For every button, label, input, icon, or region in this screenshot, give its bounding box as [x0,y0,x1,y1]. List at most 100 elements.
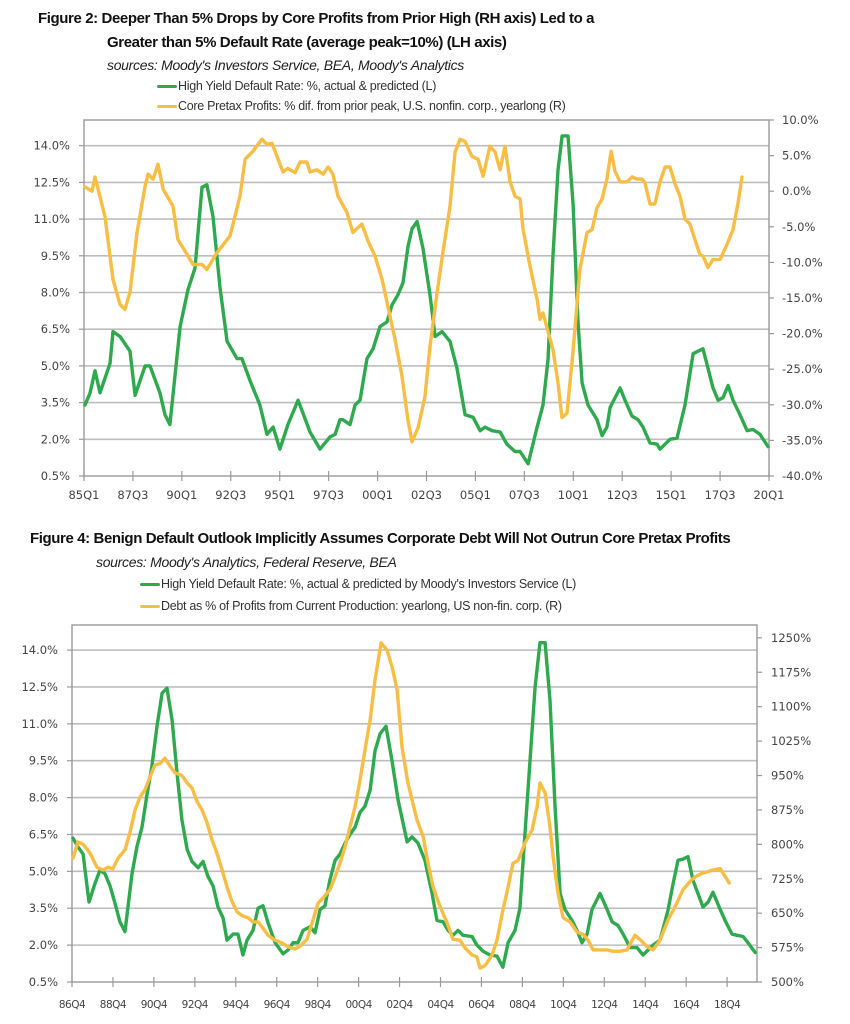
x-tick-label: 96Q4 [264,999,291,1011]
x-tick-label: 87Q3 [117,488,148,502]
x-tick-label: 15Q1 [656,488,687,502]
y-left-tick-label: 14.0% [21,643,58,657]
y-right-tick-label: -30.0% [782,398,823,412]
figure2-sources: sources: Moody's Investors Service, BEA,… [107,57,465,73]
y-right-tick-label: 950% [771,769,804,783]
y-right-tick-label: 1175% [771,665,811,679]
plot-frame [71,624,758,983]
x-tick-label: 92Q4 [182,999,209,1011]
x-tick-label: 18Q4 [714,999,741,1011]
y-left-tick-label: 6.5% [41,322,70,336]
y-left-tick-label: 8.0% [41,285,70,299]
figure2-chart: 0.5% 2.0% 3.5% 5.0% 6.5% 8.0% 9.5% 11.0% 12.5% 14… [33,113,823,502]
legend-label: Debt as % of Profits from Current Produc… [161,599,562,613]
legend-label: High Yield Default Rate: %, actual & pre… [161,577,577,591]
series-line-default-rate [71,641,757,969]
y-left-tick-label: 11.0% [33,212,70,226]
legend-swatch-orange [140,604,160,608]
y-left-tick-label: 3.5% [41,396,70,410]
series-line-debt-to-profits [71,641,731,970]
x-tick-label: 98Q4 [305,999,332,1011]
x-tick-label: 05Q1 [460,488,491,502]
figure2-title-label: Figure 2: [38,10,98,27]
x-tick-label: 17Q3 [705,488,736,502]
y-left-tick-label: 5.0% [41,359,70,373]
y-right-tick-label: 875% [771,803,804,817]
y-right-tick-label: 650% [771,906,804,920]
y-right-tick-label: 5.0% [782,149,811,163]
figure4-title-label: Figure 4: [30,530,90,547]
x-tick-label: 04Q4 [427,999,454,1011]
y-right-tick-label: -40.0% [782,469,823,483]
figure2-title-line1: Deeper Than 5% Drops by Core Profits fro… [101,10,595,27]
x-tick-label: 97Q3 [313,488,344,502]
legend-swatch-orange [157,104,177,108]
y-left-tick-label: 6.5% [29,827,58,841]
series-line-default-rate [83,134,770,466]
x-tick-label: 12Q4 [591,999,618,1011]
x-tick-label: 02Q4 [386,999,413,1011]
y-right-tick-label: -5.0% [782,220,815,234]
y-left-tick-label: 2.0% [41,432,70,446]
figure4-legend-debt-profits: Debt as % of Profits from Current Produc… [140,599,562,613]
y-left-tick-label: 12.5% [33,175,70,189]
figure2-legend-core-profits: Core Pretax Profits: % dif. from prior p… [157,99,566,113]
y-left-tick-label: 2.0% [29,938,58,952]
x-tick-label: 90Q4 [141,999,168,1011]
figure4-legend-default-rate: High Yield Default Rate: %, actual & pre… [140,577,576,591]
y-right-tick-label: 0.0% [782,184,811,198]
y-left-tick-label: 0.5% [41,469,70,483]
y-right-tick-label: -20.0% [782,327,823,341]
x-tick-label: 10Q4 [550,999,577,1011]
figure4-title: Figure 4: Benign Default Outlook Implici… [30,530,731,547]
y-right-tick-label: 800% [771,837,804,851]
figure4-title-line1: Benign Default Outlook Implicitly Assume… [93,530,731,547]
figure2-legend-default-rate: High Yield Default Rate: %, actual & pre… [157,79,436,93]
y-right-tick-label: -35.0% [782,433,823,447]
y-left-tick-label: 12.5% [21,680,58,694]
x-tick-label: 06Q4 [468,999,495,1011]
y-right-tick-label: 1025% [771,734,811,748]
y-right-tick-label: -10.0% [782,255,823,269]
series-line-core-profits [83,137,744,444]
y-left-tick-label: 14.0% [33,139,70,153]
x-tick-label: 14Q4 [632,999,659,1011]
y-left-tick-label: 0.5% [29,975,58,989]
legend-label: High Yield Default Rate: %, actual & pre… [178,79,437,93]
y-right-tick-label: 575% [771,941,804,955]
x-tick-label: 20Q1 [753,488,784,502]
y-right-tick-label: 500% [771,975,804,989]
x-tick-label: 88Q4 [100,999,127,1011]
x-tick-label: 90Q1 [166,488,197,502]
x-tick-label: 07Q3 [509,488,540,502]
y-right-tick-label: 10.0% [782,113,819,127]
x-tick-label: 08Q4 [509,999,536,1011]
y-right-tick-label: 725% [771,872,804,886]
x-tick-label: 94Q4 [223,999,250,1011]
x-tick-label: 10Q1 [558,488,589,502]
y-left-tick-label: 8.0% [29,791,58,805]
x-tick-label: 00Q1 [362,488,393,502]
x-tick-label: 95Q1 [264,488,295,502]
y-left-tick-label: 9.5% [29,754,58,768]
y-left-tick-label: 3.5% [29,901,58,915]
figure4-sources: sources: Moody's Analytics, Federal Rese… [96,554,397,570]
x-tick-label: 92Q3 [215,488,246,502]
x-tick-label: 16Q4 [673,999,700,1011]
x-tick-label: 00Q4 [345,999,372,1011]
y-left-tick-label: 5.0% [29,864,58,878]
x-tick-label: 12Q3 [607,488,638,502]
legend-swatch-green [157,84,177,88]
y-left-tick-label: 11.0% [21,717,58,731]
x-tick-label: 86Q4 [59,999,86,1011]
figure2-title-line2: Greater than 5% Default Rate (average pe… [107,34,507,51]
y-right-tick-label: -25.0% [782,362,823,376]
x-tick-label: 02Q3 [411,488,442,502]
y-right-tick-label: 1250% [771,631,811,645]
y-left-tick-label: 9.5% [41,249,70,263]
legend-swatch-green [140,582,160,586]
y-right-tick-label: 1100% [771,700,811,714]
figure2-title: Figure 2: Deeper Than 5% Drops by Core P… [38,10,594,27]
x-tick-label: 85Q1 [68,488,99,502]
